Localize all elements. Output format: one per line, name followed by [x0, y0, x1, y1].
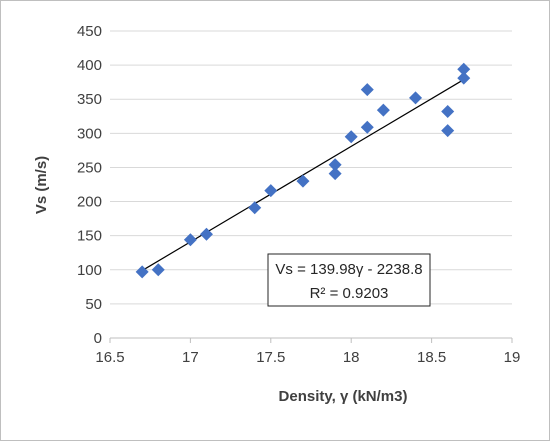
y-tick-label: 300 [77, 125, 102, 142]
data-point [441, 105, 455, 119]
y-tick-label: 0 [94, 330, 102, 347]
data-point [441, 124, 455, 138]
axes [109, 337, 513, 343]
y-tick-label: 150 [77, 228, 102, 245]
data-point [248, 201, 262, 215]
data-point [264, 184, 278, 198]
data-point [296, 174, 310, 188]
x-tick-label: 19 [504, 349, 521, 366]
trendline-equation-box: Vs = 139.98γ - 2238.8 R² = 0.9203 [267, 253, 431, 307]
x-tick-label: 16.5 [95, 349, 124, 366]
trendline-equation: Vs = 139.98γ - 2238.8 [275, 261, 422, 278]
data-points [135, 62, 471, 279]
data-point [457, 62, 471, 76]
gridlines [110, 30, 512, 305]
y-tick-label: 250 [77, 159, 102, 176]
x-tick-label: 18.5 [417, 349, 446, 366]
data-point [183, 233, 197, 247]
data-point [344, 130, 358, 144]
y-tick-label: 100 [77, 262, 102, 279]
y-tick-label: 450 [77, 23, 102, 40]
x-tick-labels: 16.5 17 17.5 18 18.5 19 [95, 349, 520, 366]
x-tick-label: 18 [343, 349, 360, 366]
data-point [457, 71, 471, 85]
y-tick-label: 350 [77, 91, 102, 108]
data-point [360, 120, 374, 134]
data-point [376, 103, 390, 117]
trendline-r-squared: R² = 0.9203 [310, 285, 389, 302]
x-tick-label: 17 [182, 349, 199, 366]
data-point [328, 167, 342, 181]
y-axis-title: Vs (m/s) [33, 156, 50, 214]
data-point [135, 265, 149, 279]
data-point [409, 91, 423, 105]
x-tick-label: 17.5 [256, 349, 285, 366]
data-point [151, 263, 165, 277]
y-tick-labels: 0 50 100 150 200 250 300 350 400 450 [77, 23, 102, 347]
data-point [199, 227, 213, 241]
y-tick-label: 200 [77, 194, 102, 211]
data-point [360, 83, 374, 97]
x-axis-title: Density, γ (kN/m3) [279, 388, 408, 405]
y-tick-label: 400 [77, 57, 102, 74]
data-point [328, 158, 342, 172]
y-tick-label: 50 [85, 296, 102, 313]
